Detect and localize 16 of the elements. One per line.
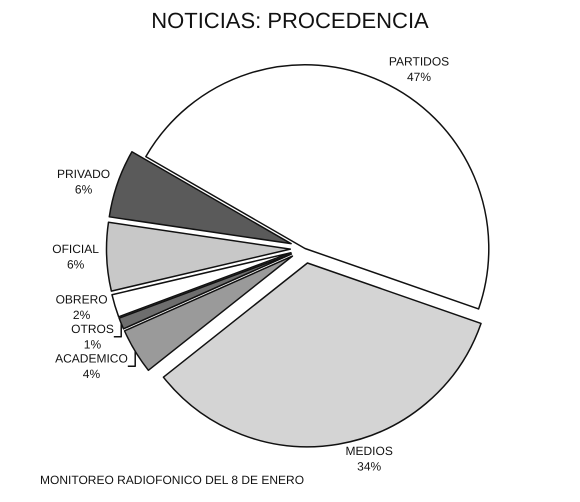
data-label: 6% (66, 258, 85, 272)
slice-label: OFICIAL (52, 242, 100, 256)
chart-title: NOTICIAS: PROCEDENCIA (151, 8, 430, 33)
slice-label: OBRERO (56, 292, 108, 306)
slice-label: PRIVADO (57, 166, 110, 181)
data-label: 47% (407, 70, 432, 84)
data-label: 1% (84, 338, 102, 352)
text: MONITOREO RADIOFONICO DEL 8 DE ENERO (40, 473, 304, 487)
data-label: 34% (357, 459, 382, 474)
data-label: 4% (82, 367, 100, 382)
data-label: 6% (74, 182, 93, 196)
data-label: 2% (72, 308, 91, 322)
slice-label: ACADEMICO (55, 352, 128, 366)
slice-label: PARTIDOS (388, 54, 450, 68)
slice-label: OTROS (71, 322, 114, 336)
slice-label: MEDIOS (346, 444, 393, 458)
